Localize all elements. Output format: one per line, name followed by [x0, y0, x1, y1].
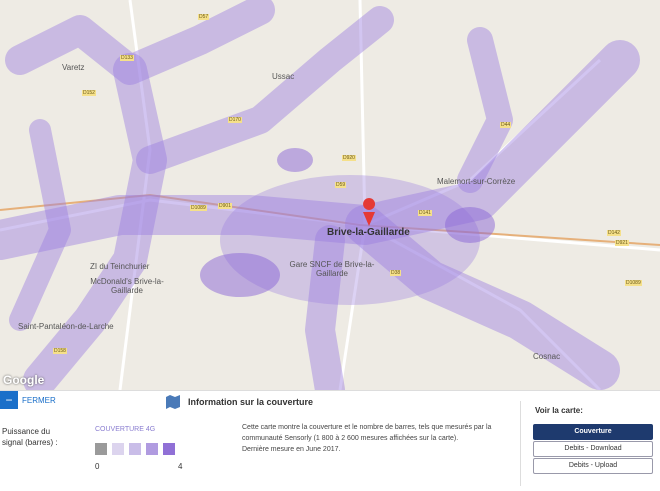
legend-swatch	[129, 443, 141, 455]
road-label: D901	[218, 203, 232, 209]
road-label: D1089	[190, 205, 207, 211]
road-label: D920	[342, 155, 356, 161]
road	[118, 0, 152, 390]
road	[364, 223, 602, 390]
road-label: D1089	[625, 280, 642, 286]
road-label: D38	[390, 270, 402, 276]
place-label: Gare SNCF de Brive-la-Gaillarde	[289, 260, 375, 278]
road-label: D59	[335, 182, 347, 188]
road-label: D158	[53, 348, 67, 354]
place-label: Varetz	[62, 63, 85, 72]
legend-max: 4	[178, 462, 183, 471]
description-line: communauté Sensorly (1 800 à 2 600 mesur…	[242, 435, 459, 442]
road-label: D921	[615, 240, 629, 246]
view-button[interactable]: Couverture	[533, 424, 653, 440]
road-label: D152	[82, 90, 96, 96]
description: Cette carte montre la couverture et le n…	[242, 422, 491, 455]
coverage-zone	[457, 27, 513, 193]
location-pin[interactable]	[363, 198, 376, 226]
road-label: D57	[198, 14, 210, 20]
coverage-core	[200, 253, 280, 297]
road-label: D141	[418, 210, 432, 216]
coverage-zone	[5, 0, 275, 85]
view-button[interactable]: Debits - Download	[533, 441, 653, 457]
coverage-core	[220, 175, 480, 305]
legend-swatch	[146, 443, 158, 455]
coverage-zone	[345, 205, 620, 390]
description-line: Dernière mesure en June 2017.	[242, 446, 341, 453]
panel-title: Information sur la couverture	[188, 397, 314, 407]
place-label: Ussac	[272, 72, 295, 81]
road-label: D142	[607, 230, 621, 236]
view-button[interactable]: Debits - Upload	[533, 458, 653, 474]
road	[364, 58, 602, 227]
road	[0, 198, 660, 252]
coverage-zone	[9, 119, 71, 331]
legend-swatch	[112, 443, 124, 455]
highway	[0, 193, 660, 246]
road-label: D44	[500, 122, 512, 128]
road-label: D133	[120, 55, 134, 61]
place-label: Malemort-sur-Corrèze	[437, 177, 516, 186]
description-line: Cette carte montre la couverture et le n…	[242, 424, 492, 431]
map[interactable]: Varetz Ussac Malemort-sur-Corrèze Brive-la-…	[0, 0, 660, 390]
coverage	[0, 0, 640, 390]
separator	[520, 401, 521, 486]
legend-min: 0	[95, 462, 100, 471]
attribution: Google	[3, 373, 45, 387]
close-button[interactable]: FERMER	[22, 396, 56, 405]
legend-title: COUVERTURE 4G	[95, 426, 156, 433]
map-icon	[166, 395, 180, 409]
coverage-zone	[305, 225, 345, 390]
legend-label: Puissance du signal (barres) :	[2, 427, 58, 447]
coverage-zone	[23, 53, 167, 390]
coverage-core	[445, 207, 495, 243]
place-label: McDonald's Brive-la-Gaillarde	[90, 277, 164, 295]
coverage-zone	[0, 40, 640, 260]
map-canvas	[0, 0, 660, 390]
place-label: Brive-la-Gaillarde	[327, 227, 410, 238]
place-label: Saint-Pantaléon-de-Larche	[18, 322, 114, 331]
info-panel: − FERMER Information sur la couverture P…	[0, 390, 660, 491]
coverage-core	[277, 148, 313, 172]
place-label: Cosnac	[533, 352, 561, 361]
coverage-zone	[136, 6, 394, 174]
close-icon[interactable]: −	[0, 391, 18, 409]
view-title: Voir la carte:	[535, 406, 583, 415]
legend-swatch	[95, 443, 107, 455]
legend-swatch	[163, 443, 175, 455]
road-label: D170	[228, 117, 242, 123]
place-label: ZI du Teinchurier	[90, 262, 150, 271]
